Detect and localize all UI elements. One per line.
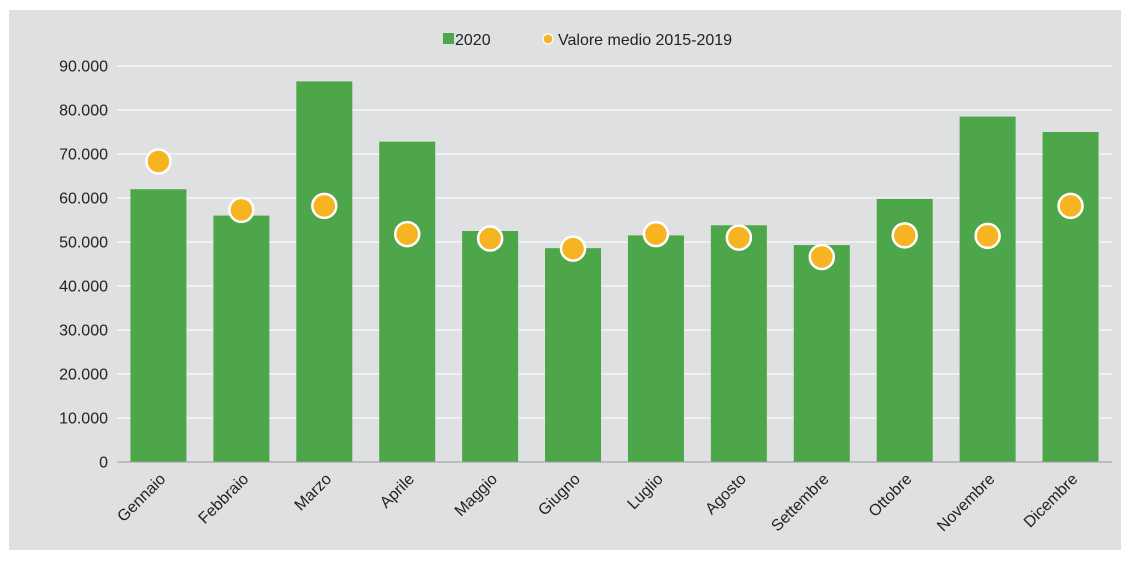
point-luglio — [642, 220, 670, 248]
chart-svg: 0 10.000 20.000 30.000 40.000 50.000 60.000 70.… — [59, 32, 1112, 535]
y-tick-label: 30.000 — [59, 323, 108, 340]
x-tick-label: Agosto — [702, 471, 749, 518]
point-giugno — [559, 235, 587, 262]
point-dicembre — [1057, 192, 1084, 220]
x-tick-label: Marzo — [292, 471, 336, 515]
x-tick-label: Novembre — [934, 471, 998, 535]
point-febbraio — [228, 196, 255, 224]
y-tick-label: 40.000 — [59, 279, 108, 296]
bars-2020 — [130, 81, 1099, 463]
bar-marzo — [296, 81, 353, 463]
x-tick-label: Maggio — [452, 471, 501, 520]
point-novembre — [974, 222, 1001, 250]
point-gennaio — [145, 148, 172, 175]
x-tick-label: Settembre — [768, 471, 832, 535]
bar-giugno — [545, 248, 602, 462]
point-marzo — [311, 192, 338, 220]
y-tick-label: 90.000 — [59, 59, 108, 76]
points-valore-medio — [145, 148, 1084, 271]
x-tick-label: Gennaio — [114, 471, 169, 526]
x-tick-label: Luglio — [625, 471, 667, 513]
y-tick-label: 60.000 — [59, 191, 108, 208]
x-tick-label: Ottobre — [866, 471, 916, 521]
legend-label-2020: 2020 — [455, 32, 491, 49]
point-agosto — [725, 224, 753, 251]
bar-maggio — [462, 231, 519, 462]
gridlines — [117, 65, 1112, 419]
point-ottobre — [891, 222, 918, 249]
bar-febbraio — [213, 215, 270, 462]
bar-aprile — [379, 141, 436, 462]
bar-dicembre — [1042, 132, 1099, 462]
point-settembre — [808, 243, 836, 271]
bar-luglio — [627, 235, 684, 462]
y-tick-label: 20.000 — [59, 367, 108, 384]
bar-novembre — [959, 116, 1016, 462]
legend-marker-valore-medio — [542, 33, 554, 45]
y-tick-label: 70.000 — [59, 147, 108, 164]
x-tick-label: Dicembre — [1021, 471, 1082, 532]
point-aprile — [393, 220, 421, 248]
chart-area: 0 10.000 20.000 30.000 40.000 50.000 60.000 70.… — [9, 10, 1121, 550]
legend-swatch-2020 — [443, 33, 454, 44]
legend-label-valore-medio: Valore medio 2015-2019 — [558, 32, 732, 49]
y-tick-label: 50.000 — [59, 235, 108, 252]
x-tick-label: Febbraio — [196, 471, 253, 528]
y-tick-label: 0 — [99, 455, 108, 472]
bar-gennaio — [130, 189, 187, 462]
y-tick-label: 80.000 — [59, 103, 108, 120]
x-tick-label: Aprile — [377, 471, 418, 512]
point-maggio — [476, 225, 504, 252]
x-tick-label: Giugno — [535, 471, 584, 520]
bar-settembre — [793, 245, 850, 462]
bar-agosto — [710, 225, 767, 462]
y-tick-label: 10.000 — [59, 411, 108, 428]
legend: 2020 Valore medio 2015-2019 — [443, 32, 732, 49]
